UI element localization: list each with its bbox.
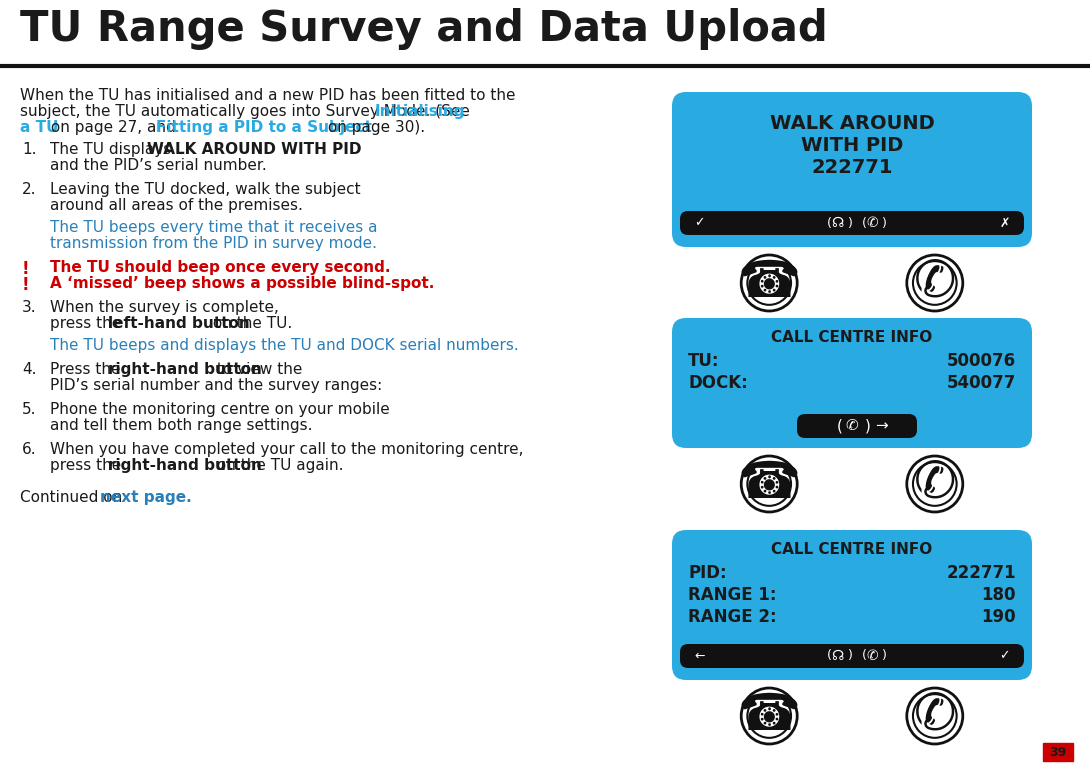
Text: press the: press the	[50, 316, 126, 331]
Text: transmission from the PID in survey mode.: transmission from the PID in survey mode…	[50, 236, 377, 251]
Text: WITH PID: WITH PID	[801, 136, 904, 155]
Text: The TU displays: The TU displays	[50, 142, 177, 157]
Text: 2.: 2.	[22, 182, 36, 197]
Text: 190: 190	[981, 608, 1016, 626]
Text: ): )	[848, 650, 852, 663]
Text: 500076: 500076	[947, 352, 1016, 370]
Text: Press the: Press the	[50, 362, 125, 377]
Text: When the survey is complete,: When the survey is complete,	[50, 300, 279, 315]
Text: (: (	[827, 217, 832, 230]
Text: ): )	[882, 650, 887, 663]
Text: PID:: PID:	[688, 564, 727, 582]
Text: (: (	[837, 419, 843, 433]
FancyBboxPatch shape	[797, 414, 917, 438]
Text: ←: ←	[694, 650, 704, 663]
Text: ✓: ✓	[1000, 650, 1010, 663]
Text: WALK AROUND WITH PID: WALK AROUND WITH PID	[147, 142, 362, 157]
Text: ☎: ☎	[738, 459, 801, 509]
Text: ✆: ✆	[913, 691, 956, 741]
Text: subject, the TU automatically goes into Survey Mode. (See: subject, the TU automatically goes into …	[20, 104, 475, 119]
Text: ✗: ✗	[1000, 217, 1010, 230]
Text: ): )	[848, 217, 852, 230]
Text: 3.: 3.	[22, 300, 37, 315]
Text: (: (	[862, 650, 867, 663]
Text: a TU: a TU	[20, 120, 59, 135]
Text: ): )	[865, 419, 871, 433]
Text: around all areas of the premises.: around all areas of the premises.	[50, 198, 303, 213]
Text: right-hand button: right-hand button	[108, 362, 262, 377]
Text: left-hand button: left-hand button	[108, 316, 250, 331]
Text: When the TU has initialised and a new PID has been fitted to the: When the TU has initialised and a new PI…	[20, 88, 516, 103]
Text: ☎: ☎	[738, 691, 801, 741]
Text: next page.: next page.	[100, 490, 192, 505]
Text: A ‘missed’ beep shows a possible blind-spot.: A ‘missed’ beep shows a possible blind-s…	[50, 276, 435, 291]
Text: 1.: 1.	[22, 142, 36, 157]
Text: The TU beeps and displays the TU and DOCK serial numbers.: The TU beeps and displays the TU and DOC…	[50, 338, 519, 353]
Text: ☎: ☎	[738, 258, 801, 308]
Text: ✆: ✆	[867, 649, 877, 663]
Text: ☊: ☊	[831, 216, 844, 230]
Text: The TU beeps every time that it receives a: The TU beeps every time that it receives…	[50, 220, 377, 235]
Bar	[1043, 743, 1073, 761]
Text: and tell them both range settings.: and tell them both range settings.	[50, 418, 313, 433]
Text: DOCK:: DOCK:	[688, 374, 748, 392]
Text: !: !	[22, 260, 29, 278]
Text: 39: 39	[1050, 746, 1067, 759]
Text: ✆: ✆	[913, 258, 956, 308]
FancyBboxPatch shape	[680, 211, 1024, 235]
Text: CALL CENTRE INFO: CALL CENTRE INFO	[772, 330, 933, 345]
Text: RANGE 2:: RANGE 2:	[688, 608, 776, 626]
Text: Continued on: Continued on	[20, 490, 128, 505]
Text: ✆: ✆	[913, 459, 956, 509]
Text: on page 27, and: on page 27, and	[46, 120, 181, 135]
FancyBboxPatch shape	[673, 92, 1032, 247]
Text: !: !	[22, 276, 29, 294]
Text: press the: press the	[50, 458, 126, 473]
Text: The TU should beep once every second.: The TU should beep once every second.	[50, 260, 390, 275]
Text: Phone the monitoring centre on your mobile: Phone the monitoring centre on your mobi…	[50, 402, 390, 417]
FancyBboxPatch shape	[673, 318, 1032, 448]
Text: TU Range Survey and Data Upload: TU Range Survey and Data Upload	[20, 8, 827, 50]
Text: (: (	[862, 217, 867, 230]
Text: 222771: 222771	[811, 158, 893, 177]
Text: 180: 180	[981, 586, 1016, 604]
Text: 222771: 222771	[946, 564, 1016, 582]
Text: Leaving the TU docked, walk the subject: Leaving the TU docked, walk the subject	[50, 182, 361, 197]
Text: When you have completed your call to the monitoring centre,: When you have completed your call to the…	[50, 442, 523, 457]
FancyBboxPatch shape	[673, 530, 1032, 680]
Text: CALL CENTRE INFO: CALL CENTRE INFO	[772, 542, 933, 557]
FancyBboxPatch shape	[680, 644, 1024, 668]
Text: right-hand button: right-hand button	[108, 458, 262, 473]
Text: ✆: ✆	[867, 216, 877, 230]
Text: to view the: to view the	[211, 362, 302, 377]
Text: ☊: ☊	[831, 649, 844, 663]
Text: TU:: TU:	[688, 352, 719, 370]
Text: PID’s serial number and the survey ranges:: PID’s serial number and the survey range…	[50, 378, 383, 393]
Text: 5.: 5.	[22, 402, 36, 417]
Text: RANGE 1:: RANGE 1:	[688, 586, 776, 604]
Text: on the TU.: on the TU.	[208, 316, 292, 331]
Text: ✓: ✓	[694, 217, 704, 230]
Text: on page 30).: on page 30).	[323, 120, 425, 135]
Text: and the PID’s serial number.: and the PID’s serial number.	[50, 158, 267, 173]
Text: Fitting a PID to a Subject: Fitting a PID to a Subject	[156, 120, 372, 135]
Text: ✆: ✆	[846, 419, 859, 433]
Text: WALK AROUND: WALK AROUND	[770, 114, 934, 133]
Text: (: (	[827, 650, 832, 663]
Text: 4.: 4.	[22, 362, 36, 377]
Text: 6.: 6.	[22, 442, 37, 457]
Text: Initialising: Initialising	[375, 104, 465, 119]
Text: ): )	[882, 217, 887, 230]
Text: 540077: 540077	[946, 374, 1016, 392]
Text: on the TU again.: on the TU again.	[211, 458, 343, 473]
Text: →: →	[874, 419, 887, 433]
